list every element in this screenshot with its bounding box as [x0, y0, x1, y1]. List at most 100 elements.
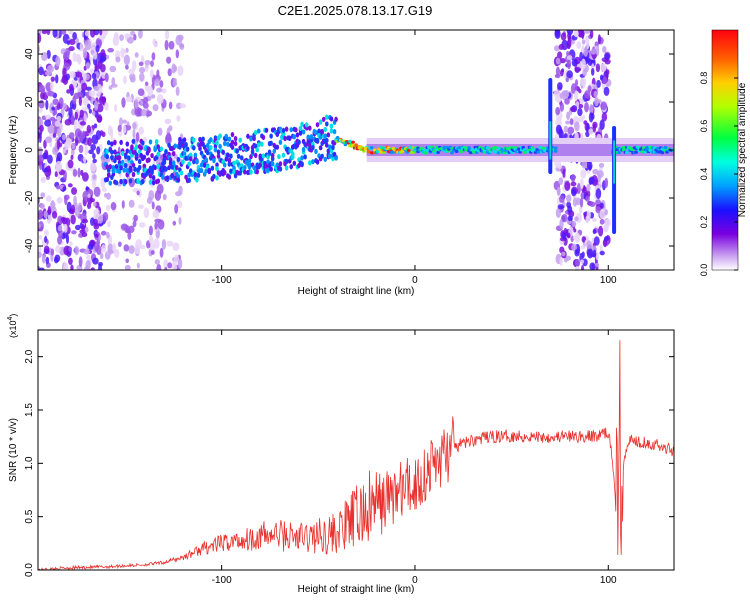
noise-blob [79, 42, 83, 51]
ridge-blob [301, 146, 306, 153]
ridge-blob [150, 152, 154, 159]
noise-blob [604, 52, 610, 60]
noise-blob [602, 46, 607, 53]
ridge-blob [176, 177, 181, 183]
ridge-blob [159, 146, 164, 152]
ridge-blob [137, 164, 142, 171]
y-tick-label: 1.0 [24, 456, 35, 470]
ridge-blob [354, 143, 358, 147]
noise-blob [171, 261, 178, 270]
noise-blob [68, 30, 73, 35]
noise-blob [579, 205, 583, 214]
ridge-blob [454, 149, 459, 154]
noise-blob [172, 242, 180, 252]
noise-blob [154, 221, 158, 230]
noise-blob [154, 78, 160, 87]
noise-blob [599, 218, 605, 225]
noise-blob [577, 104, 584, 109]
ridge-blob [164, 149, 168, 155]
noise-blob [79, 121, 87, 126]
ridge-blob [232, 160, 236, 166]
noise-blob [86, 254, 91, 260]
ridge-blob [298, 125, 303, 132]
ridge-blob [318, 119, 323, 125]
noise-blob [96, 114, 103, 123]
snr-multiplier: (x104) [7, 314, 18, 338]
noise-blob [110, 83, 118, 88]
ridge-blob [325, 142, 329, 148]
ridge-blob [230, 144, 235, 150]
noise-blob [577, 108, 583, 117]
noise-blob [165, 132, 172, 142]
noise-blob [574, 258, 581, 268]
noise-blob [563, 89, 570, 98]
ridge-blob [284, 158, 289, 164]
ridge-blob [136, 177, 140, 184]
ridge-blob [436, 150, 440, 155]
x-tick-label: -100 [212, 575, 232, 586]
ridge-blob [108, 180, 113, 186]
ridge-blob [321, 116, 326, 122]
noise-blob [70, 214, 76, 225]
noise-blob [50, 76, 56, 82]
ridge-blob [131, 162, 136, 168]
ridge-blob [348, 139, 352, 143]
noise-blob [604, 208, 608, 216]
noise-blob [122, 124, 127, 134]
noise-blob [128, 225, 135, 234]
noise-blob [586, 240, 592, 251]
noise-blob [56, 138, 61, 150]
noise-blob [62, 103, 68, 111]
ridge-blob [450, 151, 454, 155]
ridge-blob [434, 145, 439, 149]
ridge-blob [318, 145, 323, 151]
ridge-blob [222, 162, 227, 168]
noise-blob [124, 33, 130, 39]
noise-blob [603, 86, 610, 96]
ridge-blob [156, 151, 161, 157]
noise-blob [84, 227, 89, 233]
noise-blob [54, 120, 61, 127]
ridge-blob [205, 150, 210, 156]
ridge-blob [467, 146, 471, 150]
ridge-blob [331, 156, 335, 162]
noise-blob [563, 125, 569, 133]
noise-blob [87, 193, 91, 198]
ridge-blob [140, 140, 145, 146]
noise-blob [106, 231, 110, 239]
noise-blob [561, 251, 566, 257]
noise-blob [573, 228, 577, 233]
noise-blob [138, 67, 146, 74]
ridge-blob [171, 150, 176, 157]
noise-blob [72, 169, 78, 177]
noise-blob [584, 30, 591, 34]
noise-blob [581, 58, 586, 70]
ridge-blob [261, 153, 266, 159]
noise-blob [93, 201, 97, 207]
noise-blob [92, 174, 97, 180]
noise-blob [39, 163, 43, 171]
noise-blob [583, 47, 588, 57]
noise-blob [93, 123, 98, 129]
noise-blob [559, 102, 564, 112]
ridge-blob [433, 151, 437, 155]
noise-blob [77, 167, 81, 178]
noise-blob [151, 201, 155, 210]
ridge-blob [215, 162, 219, 168]
ridge-blob [105, 154, 110, 160]
ridge-blob [215, 140, 219, 146]
ridge-blob [106, 140, 111, 146]
noise-blob [139, 99, 144, 106]
noise-blob [50, 80, 54, 92]
noise-blob [557, 82, 563, 90]
noise-blob [125, 96, 133, 103]
ridge-blob [329, 128, 334, 134]
noise-blob [81, 106, 89, 111]
ridge-blob [130, 144, 134, 150]
noise-blob [556, 186, 561, 196]
noise-blob [176, 115, 181, 122]
noise-blob [57, 224, 63, 232]
noise-blob [571, 188, 577, 197]
noise-blob [580, 77, 587, 87]
ridge-blob [538, 145, 543, 150]
